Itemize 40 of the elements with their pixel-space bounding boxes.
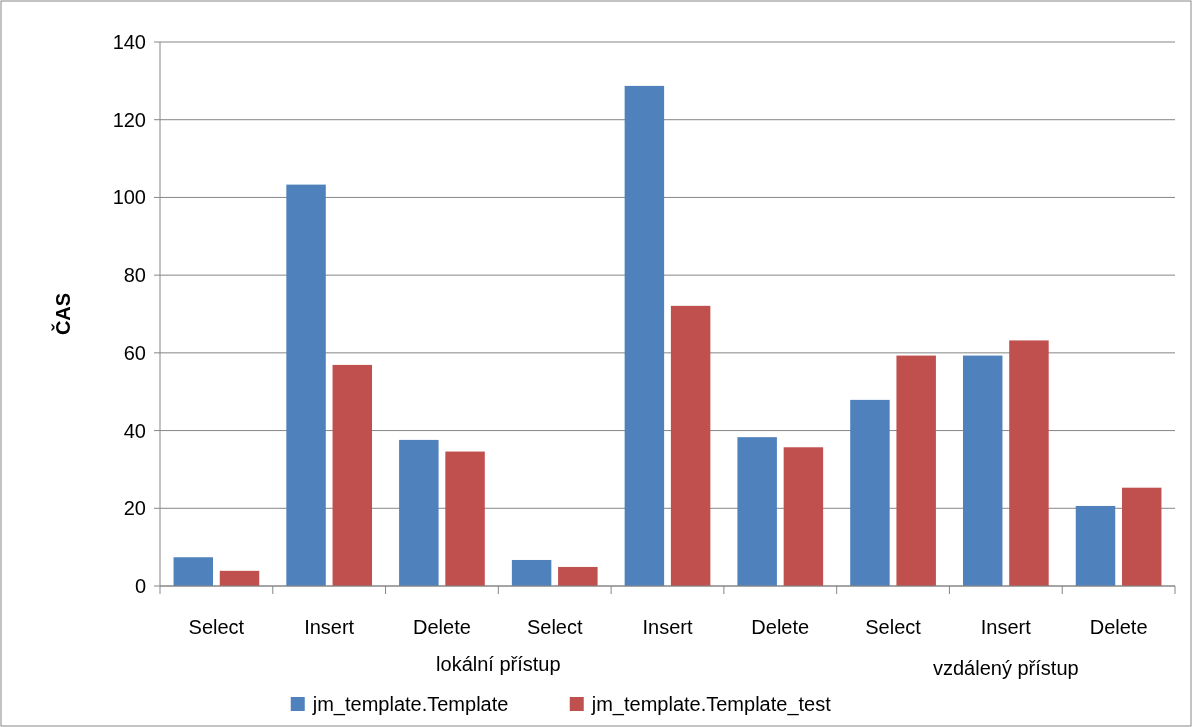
bar [1009, 340, 1049, 586]
x-tick-label: Select [188, 616, 245, 638]
bar [219, 570, 260, 586]
y-tick-label: 40 [123, 419, 146, 442]
x-tick-label: Insert [980, 616, 1032, 638]
bar [783, 447, 824, 586]
bar [173, 557, 214, 586]
x-tick-label: Delete [751, 616, 810, 638]
bar [737, 437, 777, 586]
x-tick-label: Insert [304, 616, 355, 638]
text: lokální přístup [436, 653, 561, 675]
y-tick-label: 140 [112, 31, 146, 53]
y-tick-label: 120 [112, 108, 146, 131]
x-tick-label: Delete [1089, 616, 1148, 638]
y-axis-title: ČAS [51, 292, 74, 336]
bar [1075, 505, 1116, 586]
y-tick-label: 60 [123, 341, 146, 364]
x-tick-label: Select [526, 616, 583, 638]
bar [962, 355, 1003, 586]
bar [896, 355, 936, 586]
bar [624, 85, 665, 586]
legend-label: jm_template.Template [311, 693, 509, 716]
bar [850, 399, 890, 586]
x-tick-label: Delete [413, 616, 471, 638]
bar [1121, 487, 1162, 586]
y-tick-label: 20 [123, 497, 146, 520]
bar [445, 451, 485, 586]
bar [332, 364, 373, 586]
bar [558, 566, 598, 586]
x-tick-label: Select [865, 616, 922, 638]
y-tick-label: 0 [134, 575, 146, 597]
y-tick-label: 80 [123, 264, 146, 287]
text: vzdálený přístup [933, 657, 1079, 679]
bar [670, 305, 711, 586]
x-tick-label: Insert [642, 616, 693, 638]
bar [286, 184, 326, 586]
y-tick-label: 100 [112, 186, 146, 209]
bar [399, 439, 439, 586]
bar [511, 559, 552, 586]
legend-label: jm_template.Template_test [590, 693, 832, 716]
